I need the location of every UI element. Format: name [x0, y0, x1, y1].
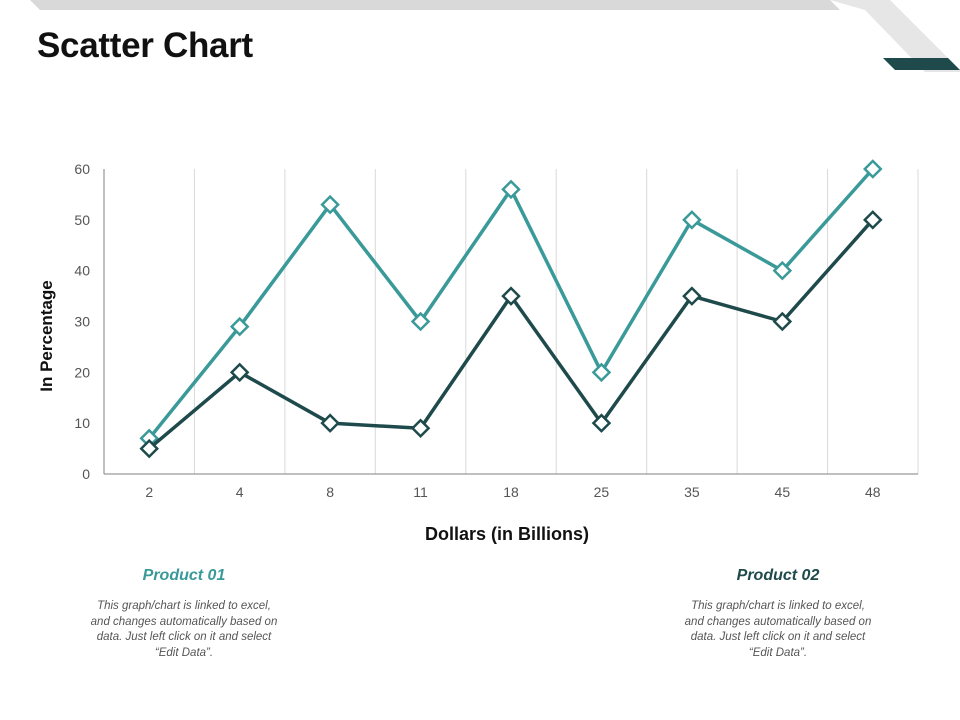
product-01-title: Product 01	[142, 567, 226, 584]
data-point	[772, 311, 793, 332]
product-02-caption: Product 02 This graph/chart is linked to…	[673, 567, 883, 661]
data-point	[863, 210, 883, 230]
series-layer	[139, 159, 883, 459]
x-tick-label: 18	[503, 484, 519, 500]
data-point	[320, 413, 340, 433]
product-02-description: This graph/chart is linked to excel, and…	[684, 600, 872, 659]
x-tick-label: 8	[326, 484, 334, 500]
data-point	[139, 438, 159, 459]
product-01-description: This graph/chart is linked to excel, and…	[90, 600, 278, 659]
data-point	[591, 413, 612, 433]
y-tick-label: 10	[74, 415, 90, 431]
data-point	[772, 260, 793, 281]
data-point	[501, 179, 521, 200]
x-tick-label: 45	[775, 484, 791, 500]
banner-dark-bar	[883, 58, 960, 70]
y-tick-label: 20	[74, 364, 90, 380]
y-tick-label: 60	[74, 161, 90, 177]
product-02-title: Product 02	[736, 567, 820, 584]
y-axis-title: In Percentage	[37, 280, 56, 392]
data-point	[410, 418, 431, 439]
data-point	[501, 286, 521, 306]
series-2	[139, 210, 883, 459]
page-title: Scatter Chart	[37, 26, 253, 65]
x-tick-label: 25	[594, 484, 610, 500]
data-point	[682, 286, 702, 306]
y-tick-label: 30	[74, 314, 90, 330]
x-tick-label: 48	[865, 484, 881, 500]
product-01-caption: Product 01 This graph/chart is linked to…	[79, 567, 289, 661]
data-point	[320, 194, 340, 215]
x-tick-label: 4	[236, 484, 244, 500]
y-tick-label: 50	[74, 212, 90, 228]
data-point	[863, 159, 883, 179]
banner-light-wedge	[830, 0, 960, 72]
data-point	[229, 316, 250, 337]
data-point	[591, 362, 612, 383]
series-line	[148, 218, 875, 450]
x-tick-label: 11	[413, 484, 428, 500]
y-tick-label: 40	[74, 263, 90, 279]
data-point	[229, 362, 250, 383]
data-point	[682, 210, 702, 230]
data-point	[410, 311, 431, 332]
x-tick-label: 2	[145, 484, 153, 500]
series-1	[139, 159, 883, 449]
x-axis-title: Dollars (in Billions)	[425, 524, 589, 544]
x-tick-label: 35	[684, 484, 700, 500]
grid-lines	[193, 169, 919, 474]
y-tick-label: 0	[82, 466, 90, 482]
banner-light-stripe	[30, 0, 840, 10]
